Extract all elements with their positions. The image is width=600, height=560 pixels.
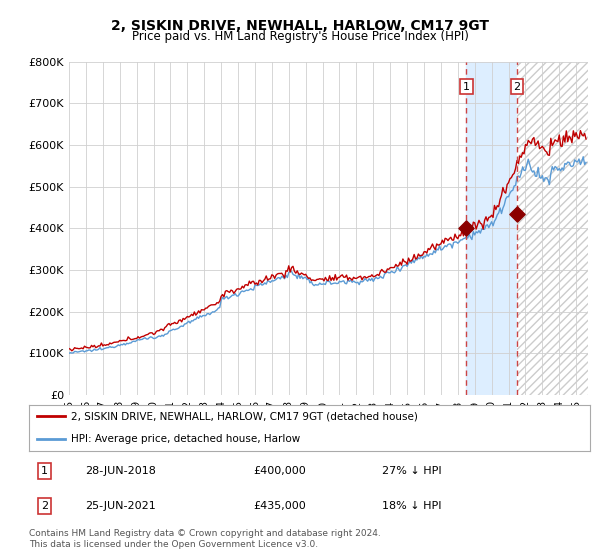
Bar <box>517 62 588 395</box>
Text: 28-JUN-2018: 28-JUN-2018 <box>85 466 156 476</box>
Point <box>512 209 522 218</box>
Text: Price paid vs. HM Land Registry's House Price Index (HPI): Price paid vs. HM Land Registry's House … <box>131 30 469 43</box>
Bar <box>517 62 588 395</box>
Text: 2: 2 <box>41 501 48 511</box>
Text: 2, SISKIN DRIVE, NEWHALL, HARLOW, CM17 9GT: 2, SISKIN DRIVE, NEWHALL, HARLOW, CM17 9… <box>111 19 489 33</box>
Text: £400,000: £400,000 <box>253 466 306 476</box>
Text: 25-JUN-2021: 25-JUN-2021 <box>85 501 155 511</box>
Text: HPI: Average price, detached house, Harlow: HPI: Average price, detached house, Harl… <box>71 435 300 444</box>
Text: Contains HM Land Registry data © Crown copyright and database right 2024.
This d: Contains HM Land Registry data © Crown c… <box>29 529 380 549</box>
Text: 27% ↓ HPI: 27% ↓ HPI <box>382 466 442 476</box>
Bar <box>466 62 517 395</box>
Text: 2, SISKIN DRIVE, NEWHALL, HARLOW, CM17 9GT (detached house): 2, SISKIN DRIVE, NEWHALL, HARLOW, CM17 9… <box>71 412 418 421</box>
Point <box>461 224 471 233</box>
Text: £435,000: £435,000 <box>253 501 306 511</box>
Text: 1: 1 <box>463 82 470 92</box>
Text: 18% ↓ HPI: 18% ↓ HPI <box>382 501 442 511</box>
Text: 2: 2 <box>514 82 521 92</box>
Text: 1: 1 <box>41 466 48 476</box>
